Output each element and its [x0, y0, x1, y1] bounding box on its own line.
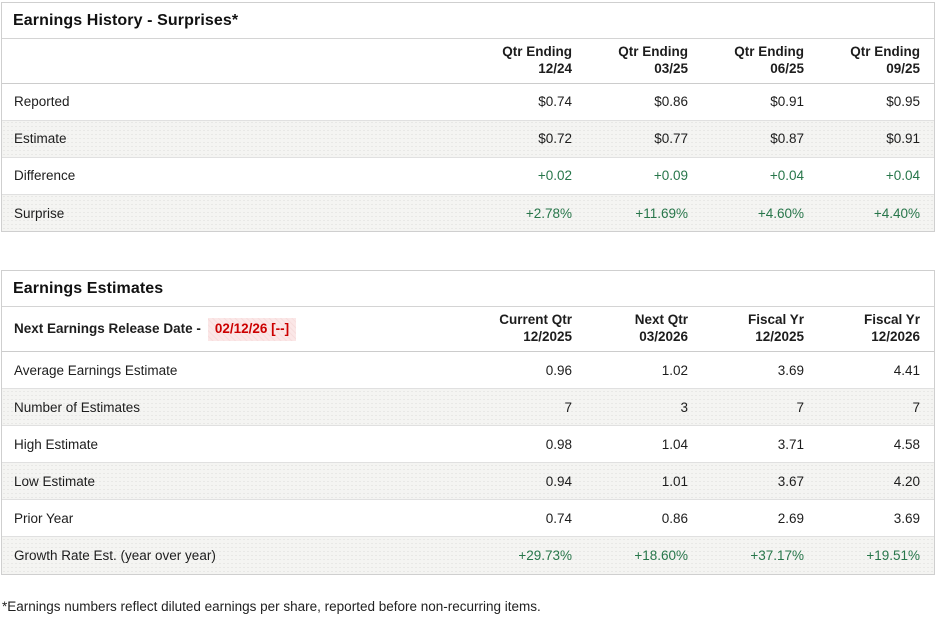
cell-value: 0.98	[470, 425, 586, 463]
row-label: Low Estimate	[2, 462, 470, 500]
column-header-line1: Fiscal Yr	[747, 312, 804, 328]
row-label: Difference	[2, 157, 470, 195]
cell-value-positive: +0.09	[586, 157, 702, 195]
column-header-line2: 03/2026	[639, 329, 688, 345]
row-label: Growth Rate Est. (year over year)	[2, 536, 470, 574]
cell-value: $0.72	[470, 120, 586, 158]
empty-header-cell	[2, 39, 470, 84]
cell-value: 7	[702, 388, 818, 426]
earnings-estimates-table: Next Earnings Release Date - 02/12/26 [-…	[2, 307, 934, 574]
cell-value: $0.74	[470, 83, 586, 121]
column-header-line1: Qtr Ending	[850, 44, 920, 59]
earnings-estimates-header-row: Next Earnings Release Date - 02/12/26 [-…	[2, 307, 934, 353]
earnings-estimates-panel: Earnings Estimates Next Earnings Release…	[1, 270, 935, 575]
cell-value: 1.04	[586, 425, 702, 463]
column-header: Current Qtr 12/2025	[470, 307, 586, 353]
table-row-estimate: Estimate $0.72 $0.77 $0.87 $0.91	[2, 120, 934, 158]
column-header-line2: 06/25	[770, 60, 804, 76]
column-header: Fiscal Yr 12/2025	[702, 307, 818, 353]
table-row-low-estimate: Low Estimate 0.94 1.01 3.67 4.20	[2, 462, 934, 500]
column-header-line2: 09/25	[886, 60, 920, 76]
row-label: Prior Year	[2, 499, 470, 537]
column-header-line1: Current Qtr	[499, 312, 572, 328]
column-header-line1: Qtr Ending	[734, 44, 804, 59]
table-row-difference: Difference +0.02 +0.09 +0.04 +0.04	[2, 157, 934, 195]
cell-value: $0.77	[586, 120, 702, 158]
cell-value-positive: +4.40%	[818, 194, 934, 232]
cell-value: 7	[470, 388, 586, 426]
row-label: Number of Estimates	[2, 388, 470, 426]
earnings-estimates-title: Earnings Estimates	[2, 271, 934, 308]
row-label: Surprise	[2, 194, 470, 232]
column-header: Qtr Ending 03/25	[586, 39, 702, 84]
row-label: Estimate	[2, 120, 470, 158]
table-row-reported: Reported $0.74 $0.86 $0.91 $0.95	[2, 83, 934, 121]
cell-value-positive: +11.69%	[586, 194, 702, 232]
table-row-growth-rate: Growth Rate Est. (year over year) +29.73…	[2, 536, 934, 574]
cell-value-positive: +37.17%	[702, 536, 818, 574]
table-row-number-of-estimates: Number of Estimates 7 3 7 7	[2, 388, 934, 426]
column-header: Next Qtr 03/2026	[586, 307, 702, 353]
next-earnings-release-cell: Next Earnings Release Date - 02/12/26 [-…	[2, 307, 470, 353]
table-row-prior-year: Prior Year 0.74 0.86 2.69 3.69	[2, 499, 934, 537]
column-header-line2: 12/2025	[755, 329, 804, 345]
column-header: Qtr Ending 12/24	[470, 39, 586, 84]
earnings-history-title: Earnings History - Surprises*	[2, 3, 934, 39]
cell-value: 7	[818, 388, 934, 426]
column-header: Qtr Ending 09/25	[818, 39, 934, 84]
cell-value: 0.96	[470, 351, 586, 389]
column-header-line1: Qtr Ending	[502, 44, 572, 59]
earnings-history-panel: Earnings History - Surprises* Qtr Ending…	[1, 2, 935, 233]
table-row-surprise: Surprise +2.78% +11.69% +4.60% +4.40%	[2, 194, 934, 232]
column-header: Qtr Ending 06/25	[702, 39, 818, 84]
cell-value: 3.69	[818, 499, 934, 537]
cell-value: 0.94	[470, 462, 586, 500]
cell-value: 3.67	[702, 462, 818, 500]
cell-value-positive: +0.04	[818, 157, 934, 195]
column-header: Fiscal Yr 12/2026	[818, 307, 934, 353]
cell-value: $0.86	[586, 83, 702, 121]
table-row-average-earnings-estimate: Average Earnings Estimate 0.96 1.02 3.69…	[2, 351, 934, 389]
row-label: Reported	[2, 83, 470, 121]
earnings-footnote: *Earnings numbers reflect diluted earnin…	[2, 598, 541, 614]
cell-value: $0.91	[818, 120, 934, 158]
table-row-high-estimate: High Estimate 0.98 1.04 3.71 4.58	[2, 425, 934, 463]
column-header-line2: 12/2025	[523, 329, 572, 345]
cell-value: 3.69	[702, 351, 818, 389]
cell-value-positive: +18.60%	[586, 536, 702, 574]
column-header-line2: 12/2026	[871, 329, 920, 345]
cell-value-positive: +0.04	[702, 157, 818, 195]
cell-value: 3.71	[702, 425, 818, 463]
cell-value: 1.01	[586, 462, 702, 500]
row-label: Average Earnings Estimate	[2, 351, 470, 389]
cell-value: 1.02	[586, 351, 702, 389]
cell-value: 0.86	[586, 499, 702, 537]
earnings-history-header-row: Qtr Ending 12/24 Qtr Ending 03/25 Qtr Endi…	[2, 39, 934, 84]
cell-value-positive: +0.02	[470, 157, 586, 195]
cell-value: 4.20	[818, 462, 934, 500]
release-date-link[interactable]: 02/12/26 [--]	[207, 317, 297, 341]
cell-value-positive: +19.51%	[818, 536, 934, 574]
column-header-line2: 12/24	[538, 60, 572, 76]
column-header-line1: Fiscal Yr	[863, 312, 920, 328]
cell-value: 2.69	[702, 499, 818, 537]
column-header-line1: Qtr Ending	[618, 44, 688, 59]
cell-value-positive: +4.60%	[702, 194, 818, 232]
cell-value: 3	[586, 388, 702, 426]
row-label: High Estimate	[2, 425, 470, 463]
column-header-line1: Next Qtr	[634, 312, 688, 328]
cell-value: $0.87	[702, 120, 818, 158]
cell-value-positive: +29.73%	[470, 536, 586, 574]
column-header-line2: 03/25	[654, 60, 688, 76]
cell-value: $0.91	[702, 83, 818, 121]
cell-value: 0.74	[470, 499, 586, 537]
cell-value-positive: +2.78%	[470, 194, 586, 232]
cell-value: $0.95	[818, 83, 934, 121]
release-date-label: Next Earnings Release Date -	[14, 320, 201, 336]
cell-value: 4.58	[818, 425, 934, 463]
cell-value: 4.41	[818, 351, 934, 389]
earnings-history-table: Qtr Ending 12/24 Qtr Ending 03/25 Qtr Endi…	[2, 39, 934, 232]
